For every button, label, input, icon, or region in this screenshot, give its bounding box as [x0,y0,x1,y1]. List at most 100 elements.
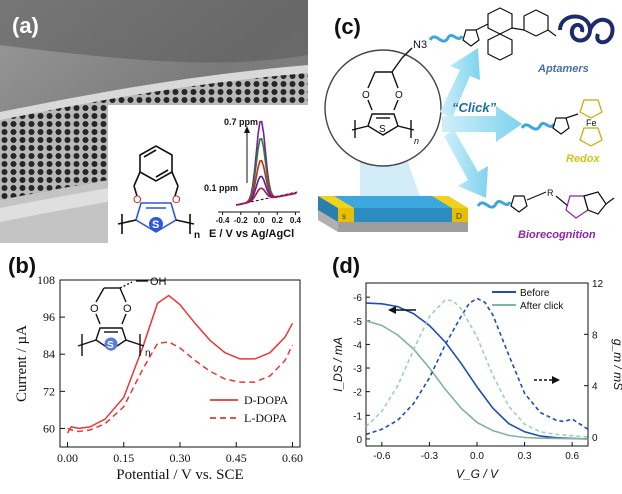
b-ytick-label: 108 [37,273,55,287]
panel-b-label: (b) [8,253,36,278]
inset-tick-label: 0.2 [272,216,284,225]
inset-cv-plot: -0.4 -0.2 0.0 0.2 0.4 0.7 ppm 0.1 ppm E / V … [204,117,302,240]
inset-curves [236,120,298,206]
azide-substituent: N3 [413,39,427,51]
d-ytick-label: -1 [353,411,362,422]
d-series-2 [365,297,589,436]
d-legend-label: Before [520,288,550,299]
sem-dark-top [0,0,308,63]
sulfur-atom-b [104,337,118,351]
b-ylabel: Current / µA [14,325,30,402]
d-xtick-label: -0.6 [373,451,391,462]
d-xtick-label: 0.6 [565,451,579,462]
sulfur-atom-a [149,217,163,231]
monomer-structure-a [117,145,195,234]
d-y2tick-label: 4 [592,382,598,393]
biorecognition-molecule: R Biorecognition [476,188,615,241]
b-xtick-label: 0.15 [113,451,134,465]
panel-c: (c) s D [318,7,615,241]
panel-b: (b) 60 72 84 96 108 0.00 0.15 0.30 0.45 0.60 Poten… [8,253,303,483]
device-chip: s D [318,196,468,232]
ring-atom-o-right: O [172,194,181,206]
ring-atom-o-left: O [133,194,142,206]
redox-molecule: Fe Redox [520,99,603,165]
inset-tick-label: -0.4 [216,216,230,225]
plot-d: -6 -5 -4 -3 -2 -1 0 0 4 8 12 -0.6 -0.3 0.0 0.3 0.6 V_G /… [331,279,622,481]
ferrocene-fe: Fe [586,118,597,128]
arrow-right [442,106,522,142]
d-ytick-label: -6 [353,293,362,304]
sem-film-top-edge [0,65,308,120]
ids-arrow [388,306,416,314]
inset-tick-label: 0.0 [253,216,265,225]
click-arrows: “Click” [440,48,522,198]
b-xtick-label: 0.00 [57,451,78,465]
d-y2tick-label: 12 [592,279,604,290]
device-label-d: D [456,212,462,221]
d-series-1 [365,320,589,440]
target-redox: Redox [566,153,601,165]
d-y2tick-label: 0 [592,433,598,444]
inset-box [108,105,308,243]
substituent-oh: OH [150,276,167,288]
b-series-d-dopa [66,294,294,434]
arrow-down [444,130,488,198]
inset-xlabel: E / V vs Ag/AgCl [209,228,294,240]
plot-b: 60 72 84 96 108 0.00 0.15 0.30 0.45 0.60 Potential… [14,273,303,483]
b-ytick-label: 84 [43,347,55,361]
b-xtick-label: 0.30 [170,451,191,465]
d-xtick-label: 0.0 [470,451,484,462]
d-ytick-label: 0 [356,435,362,446]
d-ytick-label: -4 [353,340,362,351]
b-ytick-label: 60 [43,421,55,435]
gm-arrow [534,376,560,384]
target-aptamers: Aptamers [537,63,589,75]
panel-d: (d) -6 -5 -4 -3 -2 -1 0 0 4 8 12 -0.6 -0.3 0.0 0.3 0.6 V… [331,253,622,481]
inset-arrow-head [244,126,250,133]
monomer-circle: O O S N3 n [324,39,442,167]
ring-atom-s: S [152,219,159,231]
repeat-n-b: n [145,348,151,359]
ring-atom-o2-b: O [123,303,132,315]
click-label: “Click” [452,100,497,115]
monomer-structure-b [77,280,148,356]
d-series-0 [365,302,589,440]
inset-tick-label: -0.2 [234,216,248,225]
panel-d-label: (d) [332,253,360,278]
b-ytick-label: 72 [43,384,55,398]
d-y2label: g_m / mS [611,339,622,390]
inset-cv-curve-4 [236,187,297,206]
arrow-up [440,48,480,118]
b-series-l-dopa [67,341,294,433]
d-xlabel: V_G / V [456,467,499,481]
panel-a: (a) O O S n -0.4 -0.2 0.0 0.2 0.4 [0,0,308,243]
b-legend-label: L-DOPA [244,411,287,425]
repeat-n-a: n [194,230,200,241]
d-ytick-label: -2 [353,388,362,399]
d-ylabel: I_DS / mA [331,337,345,392]
ring-atom-s-c: S [379,124,386,135]
aptamer-molecule: Aptamers [428,7,615,75]
ring-atom-o2-c: O [395,90,403,101]
target-biorecognition: Biorecognition [518,229,596,241]
b-xtick-label: 0.45 [226,451,247,465]
b-xlabel: Potential / V vs. SCE [116,467,243,483]
ring-atom-s-b: S [107,340,114,351]
d-legend-label: After click [520,301,564,312]
device-label-s: s [342,212,346,221]
ring-atom-o1-c: O [362,90,370,101]
ring-atom-o1-b: O [90,303,99,315]
panel-a-label: (a) [12,13,39,38]
inset-ticks: -0.4 -0.2 0.0 0.2 0.4 [216,212,302,225]
panel-c-label: (c) [334,14,361,39]
inset-tick-label: 0.4 [290,216,302,225]
d-series-3 [365,298,589,438]
d-xtick-label: 0.3 [518,451,532,462]
d-y2tick-label: 8 [592,330,598,341]
d-ytick-label: -3 [353,364,362,375]
d-xtick-label: -0.3 [421,451,439,462]
repeat-n-c: n [414,136,419,146]
annot-high: 0.7 ppm [224,117,258,127]
b-legend-label: D-DOPA [244,393,289,407]
